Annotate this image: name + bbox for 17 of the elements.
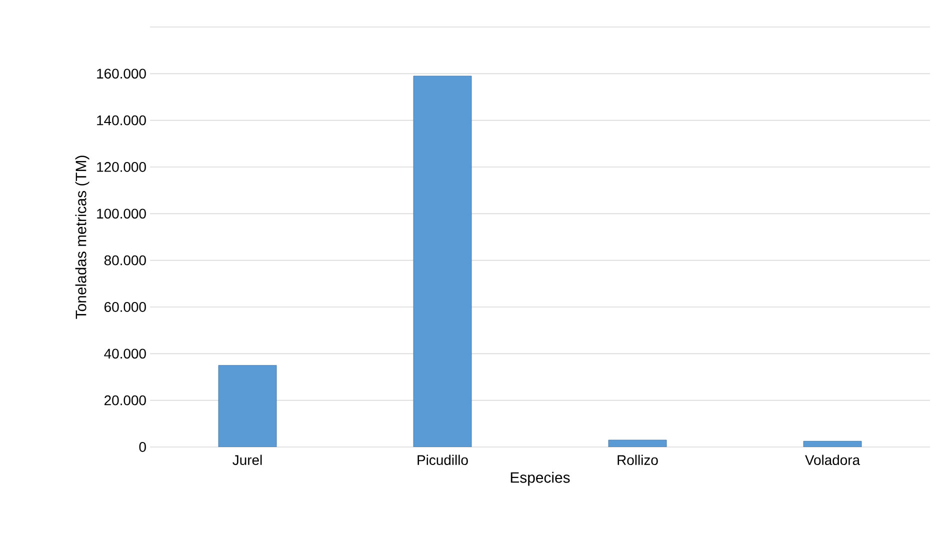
x-tick-label: Voladora (805, 454, 860, 466)
x-tick-label: Rollizo (618, 454, 658, 466)
y-tick-label: 0 (139, 442, 146, 452)
y-axis-title: Toneladas metricas (TM) (75, 156, 90, 319)
y-tick-label: 40.000 (104, 348, 146, 359)
y-tick-label: 80.000 (104, 255, 146, 266)
y-tick-label: 60.000 (104, 302, 146, 312)
bar (218, 365, 277, 447)
y-tick-label: 20.000 (104, 395, 146, 406)
bar (413, 76, 472, 447)
y-tick-label: 120.000 (97, 162, 146, 172)
y-tick-label: 140.000 (97, 115, 146, 126)
y-tick-label: 160.000 (97, 68, 146, 79)
y-tick-label: 100.000 (97, 208, 146, 219)
x-tick-label: Jurel (232, 454, 262, 466)
x-axis-title: Especies (510, 472, 570, 486)
x-tick-label: Picudillo (418, 454, 468, 466)
